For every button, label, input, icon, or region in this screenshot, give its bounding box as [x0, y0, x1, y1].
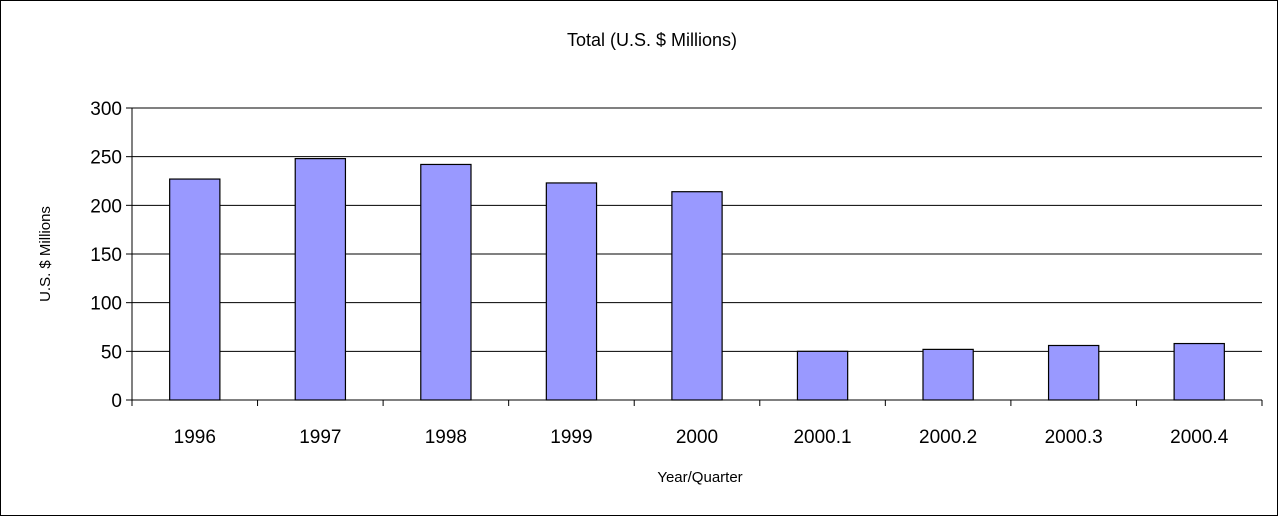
bar-1999	[545, 182, 598, 401]
y-tick-label: 300	[90, 99, 122, 120]
y-tick-label: 150	[90, 245, 122, 266]
y-axis-label: U.S. $ Millions	[37, 206, 54, 302]
x-axis-label: Year/Quarter	[657, 469, 742, 486]
x-tick-label: 1996	[174, 427, 216, 448]
chart-title: Total (U.S. $ Millions)	[567, 30, 737, 50]
y-tick-labels: 0 50 100 150 200 250 300	[90, 99, 122, 412]
x-tick-label: 2000	[676, 427, 718, 448]
x-tick-label: 2000.1	[793, 427, 851, 448]
y-tick-label: 250	[90, 148, 122, 169]
x-tick-label: 1997	[299, 427, 341, 448]
bars	[169, 158, 1225, 401]
x-tick-label: 1998	[425, 427, 467, 448]
x-tick-label: 1999	[550, 427, 592, 448]
bar-1996	[169, 178, 221, 401]
bar-2000.2	[922, 348, 974, 401]
x-tick-label: 2000.3	[1045, 427, 1103, 448]
bar-2000.4	[1173, 342, 1225, 401]
x-tick-label: 2000.4	[1170, 427, 1229, 448]
bar-1998	[420, 163, 472, 401]
y-tick-label: 200	[90, 196, 122, 217]
y-tick-label: 50	[101, 342, 122, 363]
bar-1997	[294, 158, 347, 401]
y-tick-label: 0	[111, 391, 122, 412]
bar-2000	[671, 191, 723, 401]
x-tick-labels: 1996 1997 1998 1999 2000 2000.1 2000.2 2000.3 20…	[174, 427, 1229, 448]
x-tick-label: 2000.2	[919, 427, 977, 448]
axes	[126, 107, 1263, 406]
bar-2000.3	[1047, 344, 1100, 401]
y-tick-label: 100	[90, 294, 122, 315]
bar-2000.1	[796, 350, 849, 401]
